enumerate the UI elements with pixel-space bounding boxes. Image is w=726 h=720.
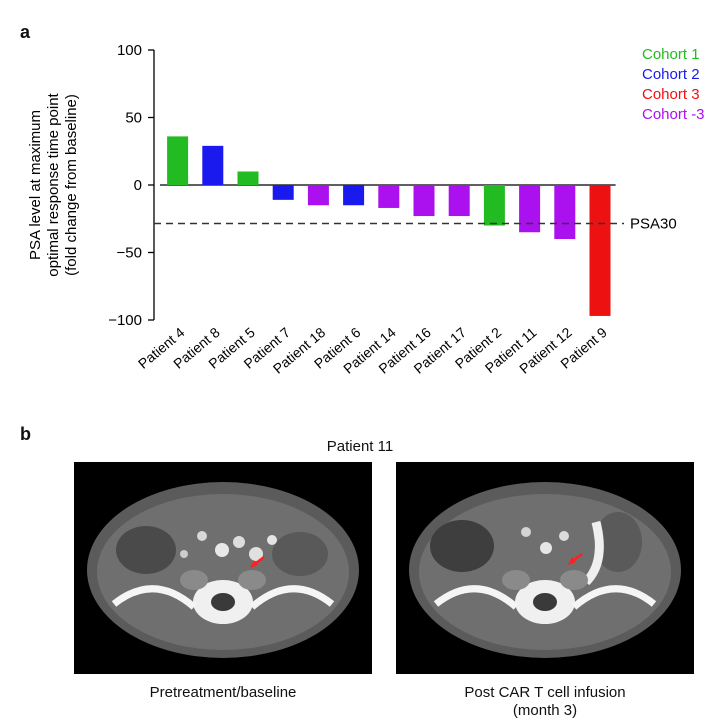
patient-title: Patient 11 bbox=[326, 438, 394, 455]
bar bbox=[237, 171, 259, 185]
bar bbox=[413, 185, 435, 217]
legend-entry: Cohort 1 bbox=[642, 46, 700, 63]
bar bbox=[167, 136, 189, 185]
threshold-line: PSA30 bbox=[154, 216, 677, 233]
bars bbox=[167, 136, 611, 316]
y-tick-label: −100 bbox=[108, 312, 142, 329]
caption-baseline: Pretreatment/baseline bbox=[74, 684, 372, 701]
bar bbox=[307, 185, 329, 206]
ct-scan-post-infusion-picture bbox=[409, 482, 681, 658]
y-tick-label: −50 bbox=[117, 245, 142, 262]
ct-scan-post-infusion bbox=[396, 462, 694, 674]
caption-post-infusion-line-1: Post CAR T cell infusion bbox=[464, 684, 626, 701]
y-tick-label: 0 bbox=[134, 177, 142, 194]
caption-baseline-line: Pretreatment/baseline bbox=[149, 684, 297, 701]
bar bbox=[483, 185, 505, 226]
psa30-label: PSA30 bbox=[630, 216, 677, 233]
y-axis-label-line: optimal response time point bbox=[45, 92, 62, 276]
y-tick-label: 50 bbox=[125, 110, 142, 127]
y-axis-label: PSA level at maximum optimal response tim… bbox=[27, 92, 80, 276]
caption-post-infusion-line-2: (month 3) bbox=[512, 702, 578, 719]
bar bbox=[448, 185, 470, 217]
bar bbox=[343, 185, 365, 206]
bar bbox=[272, 185, 294, 200]
bar bbox=[589, 185, 611, 316]
bar bbox=[554, 185, 576, 239]
panel-a-letter: a bbox=[20, 22, 31, 42]
y-axis-label-line: PSA level at maximum bbox=[27, 110, 44, 260]
legend: Cohort 1 Cohort 2 Cohort 3 Cohort -3 bbox=[642, 46, 705, 123]
caption-post-infusion: Post CAR T cell infusion (month 3) bbox=[396, 684, 694, 720]
bar bbox=[202, 145, 224, 185]
legend-entry: Cohort 2 bbox=[642, 66, 700, 83]
y-tick-label: 100 bbox=[117, 42, 142, 59]
panel-b-letter: b bbox=[20, 424, 31, 444]
ct-scan-baseline bbox=[74, 462, 372, 674]
y-axis-label-line: (fold change from baseline) bbox=[63, 94, 80, 276]
bar bbox=[378, 185, 400, 208]
legend-entry: Cohort 3 bbox=[642, 86, 700, 103]
legend-entry: Cohort -3 bbox=[642, 106, 705, 123]
ct-scan-baseline-picture bbox=[87, 482, 359, 658]
bar bbox=[519, 185, 541, 233]
bar-chart: PSA level at maximum optimal response tim… bbox=[27, 42, 705, 377]
